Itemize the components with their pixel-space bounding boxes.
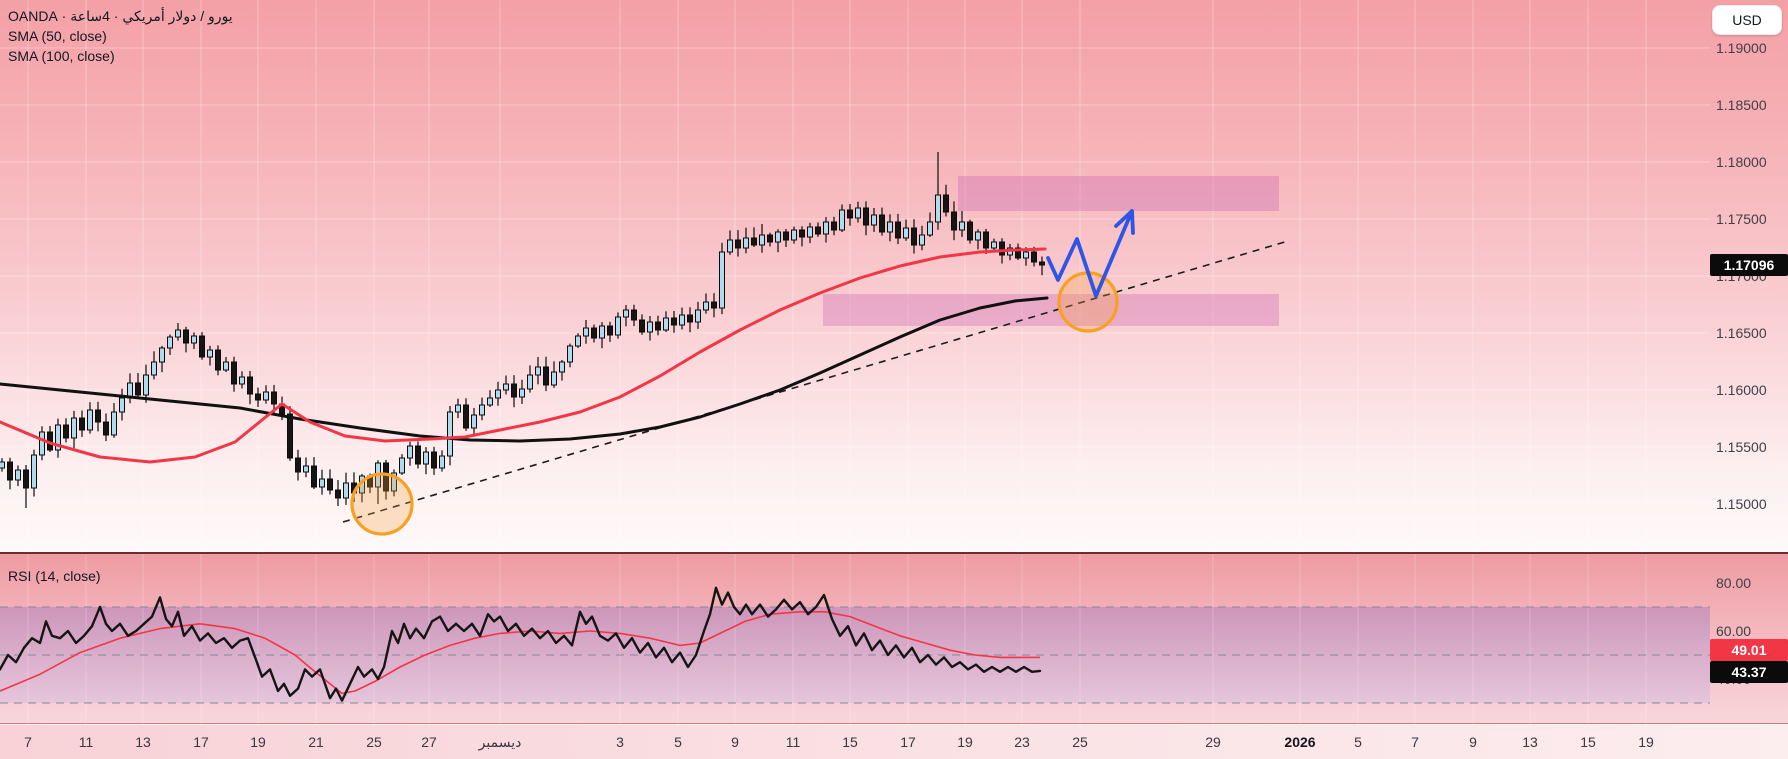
time-axis-label: 27 [421,734,437,750]
price-axis-label: 1.16500 [1716,325,1767,341]
chart-legend: يورو / دولار أمريكي · 4ساعة · OANDA SMA … [8,6,233,66]
price-axis-label: 1.17500 [1716,211,1767,227]
price-axis-label: 1.18000 [1716,154,1767,170]
time-axis-label: 25 [1072,734,1088,750]
time-axis-label: 9 [1469,734,1477,750]
price-axis-label: 1.15000 [1716,496,1767,512]
time-axis-label: 19 [957,734,973,750]
time-axis-label: 29 [1205,734,1221,750]
time-axis-label: 3 [616,734,624,750]
time-axis-label: 7 [24,734,32,750]
time-axis-label: 17 [900,734,916,750]
currency-toggle-button[interactable]: USD [1712,5,1782,35]
time-axis[interactable]: 7 11 13 17 19 21 25 27 ديسمبر 3 5 9 11 15 17 19 23 25 29 20… [0,725,1788,759]
time-axis-label: 5 [674,734,682,750]
last-price-badge: 1.17096 [1710,254,1788,276]
price-axis-label: 1.19000 [1716,40,1767,56]
rsi-axis-label: 80.00 [1716,575,1752,591]
rsi-value-badge: 49.01 [1710,639,1788,661]
time-axis-label: 19 [250,734,266,750]
price-axis-label: 1.18500 [1716,97,1767,113]
indicator-label-sma100[interactable]: SMA (100, close) [8,48,115,64]
time-axis-label: 23 [1014,734,1030,750]
time-axis-label: 11 [785,734,801,750]
rsi-value-badge: 43.37 [1710,661,1788,683]
symbol-title[interactable]: يورو / دولار أمريكي · 4ساعة · OANDA [8,8,233,24]
time-axis-label: 25 [366,734,382,750]
time-axis-label: 15 [1580,734,1596,750]
price-axis-label: 1.15500 [1716,439,1767,455]
time-axis-label: ديسمبر [478,734,522,750]
price-chart-canvas[interactable] [0,0,1788,552]
time-axis-label: 7 [1411,734,1419,750]
rsi-axis-label: 60.00 [1716,623,1752,639]
time-axis-label: 15 [842,734,858,750]
rsi-pane[interactable]: RSI (14, close) 80.0060.0040.0049.0143.3… [0,554,1788,724]
time-axis-label: 5 [1354,734,1362,750]
time-axis-label: 21 [308,734,324,750]
rsi-legend[interactable]: RSI (14, close) [8,568,101,584]
pane-separator[interactable] [0,552,1788,554]
time-axis-label: 13 [135,734,151,750]
time-axis-label: 17 [193,734,209,750]
price-pane[interactable]: يورو / دولار أمريكي · 4ساعة · OANDA SMA … [0,0,1788,552]
time-axis-label: 2026 [1284,734,1316,750]
time-axis-label: 13 [1522,734,1538,750]
rsi-chart-canvas[interactable] [0,554,1788,724]
time-axis-label: 9 [731,734,739,750]
time-axis-label: 11 [78,734,94,750]
indicator-label-sma50[interactable]: SMA (50, close) [8,28,107,44]
time-axis-label: 19 [1638,734,1654,750]
price-axis-label: 1.16000 [1716,382,1767,398]
